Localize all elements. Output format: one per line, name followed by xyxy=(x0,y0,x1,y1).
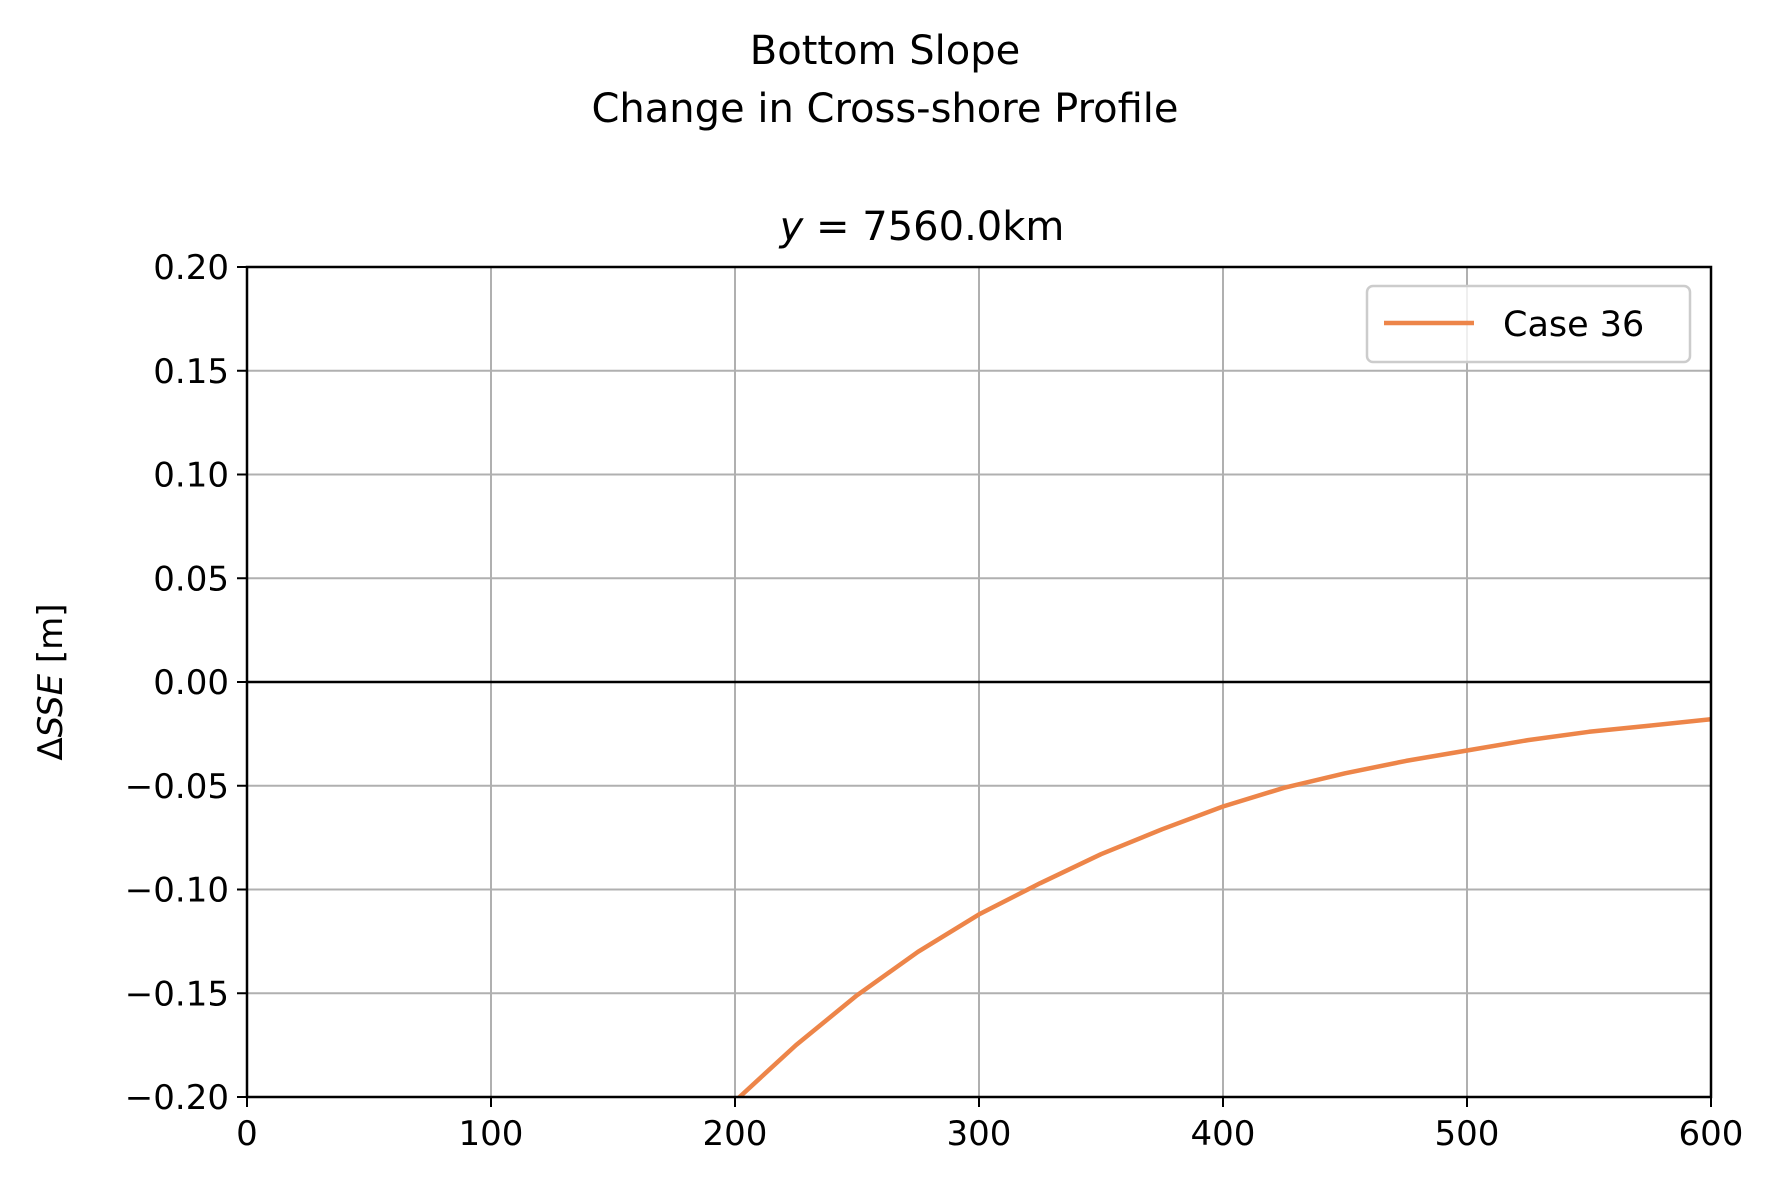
axes-title-value: 7560.0km xyxy=(862,204,1064,250)
y-tick-label: −0.15 xyxy=(125,974,229,1014)
y-tick-label: 0.15 xyxy=(153,352,229,392)
x-tick-label: 300 xyxy=(947,1114,1012,1154)
series-line-case-36 xyxy=(736,717,1711,1097)
x-tick-label: 0 xyxy=(236,1114,258,1154)
y-axis-label-unit: [m] xyxy=(31,603,71,673)
axes-title-equals: = xyxy=(803,204,862,250)
legend-label-case-36: Case 36 xyxy=(1503,305,1644,345)
x-tick-label: 100 xyxy=(459,1114,524,1154)
legend: Case 36 xyxy=(1365,284,1692,364)
axes-title: y = 7560.0km xyxy=(779,204,1065,250)
x-axis-ticks: 0 100 200 300 400 500 600 xyxy=(236,1097,1743,1154)
y-axis-label-var: SSE xyxy=(31,673,71,737)
y-tick-label: 0.05 xyxy=(153,559,229,599)
y-tick-label: −0.05 xyxy=(125,767,229,807)
legend-frame xyxy=(1365,284,1692,364)
series-layer xyxy=(736,717,1711,1097)
y-tick-label: 0.10 xyxy=(153,456,229,496)
y-tick-label: 0.20 xyxy=(153,248,229,288)
y-tick-label: −0.10 xyxy=(125,871,229,911)
x-tick-label: 200 xyxy=(703,1114,768,1154)
x-tick-label: 400 xyxy=(1191,1114,1256,1154)
y-tick-label: −0.20 xyxy=(125,1078,229,1118)
axes-title-var: y xyxy=(779,204,805,250)
y-axis-ticks: 0.20 0.15 0.10 0.05 0.00 −0.05 −0.10 −0.15 −0.20 xyxy=(125,248,247,1118)
y-tick-label: 0.00 xyxy=(153,663,229,703)
y-axis-label-delta: Δ xyxy=(31,737,71,760)
x-tick-label: 500 xyxy=(1435,1114,1500,1154)
suptitle-line-2: Change in Cross-shore Profile xyxy=(591,86,1178,132)
x-tick-label: 600 xyxy=(1679,1114,1744,1154)
suptitle-line-1: Bottom Slope xyxy=(750,28,1020,74)
y-axis-label: ΔSSE [m] xyxy=(31,603,71,760)
